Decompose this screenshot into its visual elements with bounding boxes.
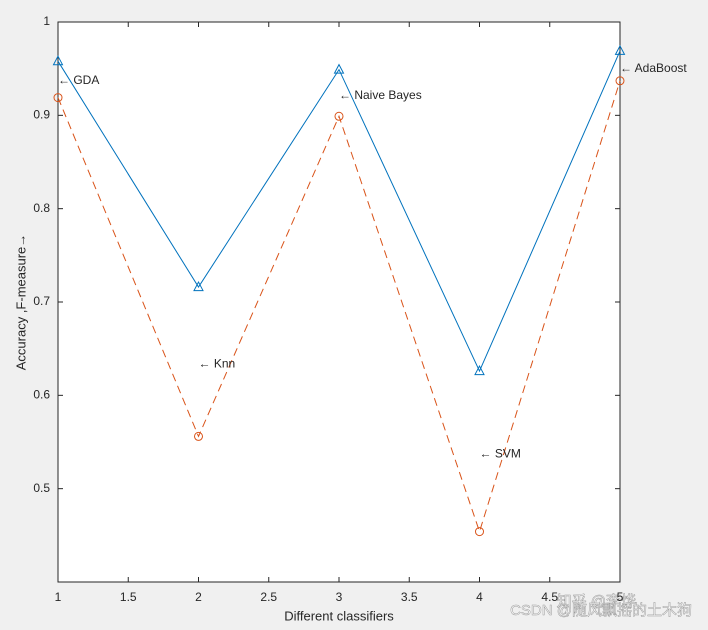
marker-triangle xyxy=(52,55,64,66)
marker-triangle xyxy=(333,63,345,74)
annotation: ← SVM xyxy=(480,446,521,460)
marker-triangle xyxy=(474,364,485,376)
marker-circle xyxy=(53,93,63,103)
x-tick-label: 5 xyxy=(617,590,624,604)
x-tick-label: 4 xyxy=(476,590,483,604)
series-line xyxy=(57,80,621,534)
marker-triangle xyxy=(614,44,626,55)
y-tick-label: 0.6 xyxy=(33,388,50,402)
series-line xyxy=(57,50,621,373)
y-tick-label: 1 xyxy=(43,14,50,28)
axes-box xyxy=(57,21,621,583)
x-tick-label: 1 xyxy=(55,590,62,604)
y-tick-label: 0.8 xyxy=(33,201,50,215)
x-tick-label: 3 xyxy=(336,590,343,604)
x-tick-label: 3.5 xyxy=(401,590,418,604)
x-tick-label: 4.5 xyxy=(541,590,558,604)
watermark: 知乎 @李烨 xyxy=(557,593,636,610)
annotation: ← AdaBoost xyxy=(620,61,687,75)
y-axis-label: Accuracy ,F-measure→ xyxy=(13,234,28,371)
marker-triangle xyxy=(193,280,204,292)
watermark: CSDN @随风飘摇的土木狗 xyxy=(510,602,692,619)
x-tick-label: 2.5 xyxy=(260,590,277,604)
marker-circle xyxy=(334,111,344,121)
marker-circle xyxy=(615,76,625,86)
y-tick-label: 0.5 xyxy=(33,481,50,495)
x-tick-label: 2 xyxy=(195,590,202,604)
annotation: ← Naive Bayes xyxy=(339,88,422,102)
x-tick-label: 1.5 xyxy=(120,590,137,604)
y-tick-label: 0.9 xyxy=(33,108,50,122)
y-tick-label: 0.7 xyxy=(33,294,50,308)
annotation: ← GDA xyxy=(58,73,99,87)
x-axis-label: Different classifiers xyxy=(284,608,394,623)
annotation: ← Knn xyxy=(199,357,236,371)
marker-circle xyxy=(194,431,203,441)
marker-circle xyxy=(475,527,484,537)
